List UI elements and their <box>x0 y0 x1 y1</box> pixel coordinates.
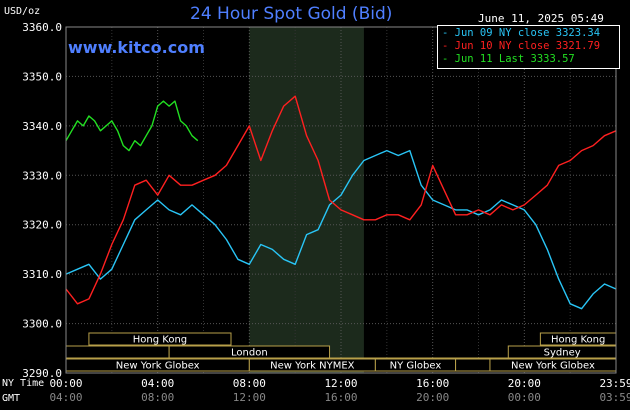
session-label: New York Globex <box>116 361 200 372</box>
y-tick-label: 3340.0 <box>22 120 62 133</box>
legend-item-jun11: - Jun 11 Last 3333.57 <box>442 53 575 65</box>
session-label: New York NYMEX <box>270 361 355 372</box>
series-line-2 <box>65 100 199 152</box>
y-tick-label: 3320.0 <box>22 219 62 232</box>
brand-link[interactable]: www.kitco.com <box>68 38 205 57</box>
x-tick-label-gmt: 08:00 <box>141 391 174 404</box>
x-tick-label-gmt: 16:00 <box>324 391 357 404</box>
timestamp: June 11, 2025 05:49 <box>478 12 604 25</box>
y-tick-label: 3330.0 <box>22 169 62 182</box>
x-tick-label-ny: 00:00 <box>49 377 82 390</box>
plot-frame <box>65 26 617 374</box>
y-tick-label: 3290.0 <box>22 367 62 380</box>
chart-axes: 3290.0 3300.0 3310.0 3320.0 3330.0 3340.0 3350… <box>22 21 630 404</box>
x-tick-label-gmt: 04:00 <box>49 391 82 404</box>
y-tick-label: 3310.0 <box>22 268 62 281</box>
gmt-label: GMT <box>2 393 21 404</box>
x-tick-label-ny: 20:00 <box>508 377 541 390</box>
session-label: NY Globex <box>390 361 442 372</box>
series-line-1 <box>65 95 617 305</box>
session-bar <box>88 332 232 346</box>
session-label: London <box>231 348 268 359</box>
ny-time-label: NY Time <box>2 378 45 389</box>
x-tick-label-gmt: 03:59 <box>599 391 630 404</box>
series-layer <box>65 95 617 310</box>
trading-sessions: Hong Kong Hong Kong London Sydney New York G… <box>65 332 617 372</box>
chart-title: 24 Hour Spot Gold (Bid) <box>190 4 393 24</box>
session-bar <box>65 345 170 359</box>
series-line-0 <box>65 149 617 310</box>
x-tick-label-ny: 12:00 <box>324 377 357 390</box>
legend-item-jun09: - Jun 09 NY close 3323.34 <box>442 27 601 39</box>
y-tick-label: 3360.0 <box>22 21 62 34</box>
x-tick-label-ny: 16:00 <box>416 377 449 390</box>
session-bar <box>455 358 491 372</box>
x-tick-label-gmt: 00:00 <box>508 391 541 404</box>
x-tick-label-ny: 04:00 <box>141 377 174 390</box>
session-label: Hong Kong <box>551 335 605 346</box>
session-label: New York Globex <box>511 361 595 372</box>
x-tick-label-ny: 08:00 <box>233 377 266 390</box>
x-tick-label-ny: 23:59 <box>599 377 630 390</box>
session-label: Hong Kong <box>133 335 187 346</box>
session-label: Sydney <box>544 348 581 359</box>
x-tick-label-gmt: 12:00 <box>233 391 266 404</box>
y-tick-label: 3350.0 <box>22 70 62 83</box>
legend: - Jun 09 NY close 3323.34 - Jun 10 NY cl… <box>437 25 620 69</box>
y-tick-label: 3300.0 <box>22 318 62 331</box>
x-tick-label-gmt: 20:00 <box>416 391 449 404</box>
legend-item-jun10: - Jun 10 NY close 3321.79 <box>442 40 601 52</box>
market-hours-band <box>249 27 364 373</box>
y-axis-unit: USD/oz <box>4 6 41 17</box>
